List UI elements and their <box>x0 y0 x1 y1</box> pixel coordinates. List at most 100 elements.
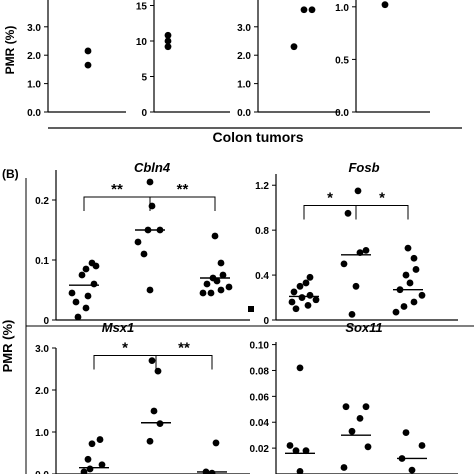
y-tick-label: 5 <box>141 73 147 84</box>
data-point <box>362 403 370 411</box>
data-point <box>211 232 219 240</box>
y-tick-label: 0.0 <box>35 470 49 474</box>
panel-a-xlabel: Colon tumors <box>213 129 304 145</box>
y-tick-label: 0.4 <box>255 271 269 282</box>
data-point <box>290 43 298 51</box>
data-point <box>164 43 172 51</box>
data-point <box>340 260 348 268</box>
data-point <box>362 246 370 254</box>
data-point <box>84 292 92 300</box>
chart-title: Cbln4 <box>134 160 171 175</box>
significance-bracket <box>149 196 216 211</box>
data-point <box>148 357 156 364</box>
panel-b-label: (B) <box>2 167 19 181</box>
y-tick-label: 0.02 <box>250 444 270 455</box>
y-tick-label: 3.0 <box>35 344 49 355</box>
data-point <box>164 37 172 45</box>
significance-bracket <box>155 355 213 370</box>
data-point <box>348 427 356 435</box>
data-point <box>306 273 314 281</box>
data-point <box>404 244 412 252</box>
data-point <box>217 286 225 294</box>
data-point <box>290 288 298 296</box>
y-tick-label: 3.0 <box>237 23 251 34</box>
data-point <box>146 178 154 186</box>
data-point <box>286 442 294 449</box>
significance-label: * <box>327 189 333 206</box>
data-point <box>150 407 158 415</box>
chart-title: Fosb <box>348 160 379 175</box>
data-point <box>410 254 418 262</box>
data-point <box>364 443 372 451</box>
y-tick-label: 3.0 <box>27 23 41 34</box>
chart-a2: 0 5 10 15 <box>136 0 230 119</box>
chart-title: Msx1 <box>102 320 135 335</box>
data-point <box>352 282 360 290</box>
y-tick-label: 2.0 <box>237 51 251 62</box>
data-point <box>418 442 426 449</box>
data-point <box>84 455 92 463</box>
data-point <box>82 265 90 273</box>
significance-label: ** <box>177 181 189 198</box>
y-tick-label: 0.10 <box>250 341 270 352</box>
chart-a4: 0.0 0.5 1.0 <box>335 0 430 119</box>
significance-bracket <box>355 204 409 220</box>
data-point <box>86 465 94 473</box>
y-tick-label: 0.0 <box>237 108 251 119</box>
chart-cbln4: 0 0.1 0.2 Cbln4 ** ** <box>35 160 250 327</box>
data-point <box>356 414 364 422</box>
data-point <box>80 468 88 474</box>
data-point <box>74 313 82 321</box>
chart-title: Sox11 <box>345 320 382 335</box>
data-point <box>408 466 416 474</box>
significance-bracket <box>93 355 157 370</box>
y-tick-label: 0.5 <box>335 55 349 66</box>
data-point <box>304 302 312 309</box>
data-point <box>84 61 92 69</box>
panel-a-ylabel: PMR (%) <box>3 26 17 75</box>
data-point <box>217 259 225 267</box>
panel-b-separator-mark <box>248 306 254 312</box>
data-point <box>296 282 304 290</box>
data-point <box>225 283 233 291</box>
y-tick-label: 0.04 <box>250 418 270 429</box>
y-tick-label: 0 <box>141 108 147 119</box>
data-point <box>88 259 96 267</box>
data-point <box>78 271 86 279</box>
y-tick-label: 0 <box>263 316 269 327</box>
significance-label: * <box>379 189 385 206</box>
data-point <box>302 279 310 287</box>
data-point <box>392 308 400 316</box>
plots-layer: 0.01.02.03.00510150.01.02.03.00.00.51.00… <box>27 0 458 474</box>
data-point <box>410 298 418 306</box>
data-point <box>340 464 348 471</box>
data-point <box>292 447 300 455</box>
data-point <box>156 420 164 427</box>
data-point <box>140 250 148 258</box>
y-tick-label: 15 <box>136 2 148 13</box>
chart-a1: 0.0 1.0 2.0 3.0 <box>27 0 126 119</box>
y-tick-label: 0.1 <box>35 256 49 267</box>
data-point <box>288 298 296 306</box>
chart-sox11: 0.02 0.04 0.06 0.08 0.10 Sox11 <box>250 320 458 474</box>
data-point <box>84 47 92 55</box>
y-tick-label: 0.2 <box>35 196 49 207</box>
data-point <box>302 447 310 455</box>
data-point <box>418 291 426 299</box>
y-tick-label: 1.2 <box>255 181 269 192</box>
data-point <box>298 294 306 301</box>
chart-a3: 0.0 1.0 2.0 3.0 <box>237 0 340 119</box>
data-point <box>203 280 211 288</box>
data-point <box>212 439 220 447</box>
y-tick-label: 1.0 <box>27 80 41 91</box>
y-tick-label: 1.0 <box>35 428 49 439</box>
data-point <box>82 304 90 312</box>
y-tick-label: 0.08 <box>250 366 270 377</box>
data-point <box>412 266 420 273</box>
significance-label: ** <box>111 181 123 198</box>
y-tick-label: 10 <box>136 37 148 48</box>
y-tick-label: 0.8 <box>255 226 269 237</box>
